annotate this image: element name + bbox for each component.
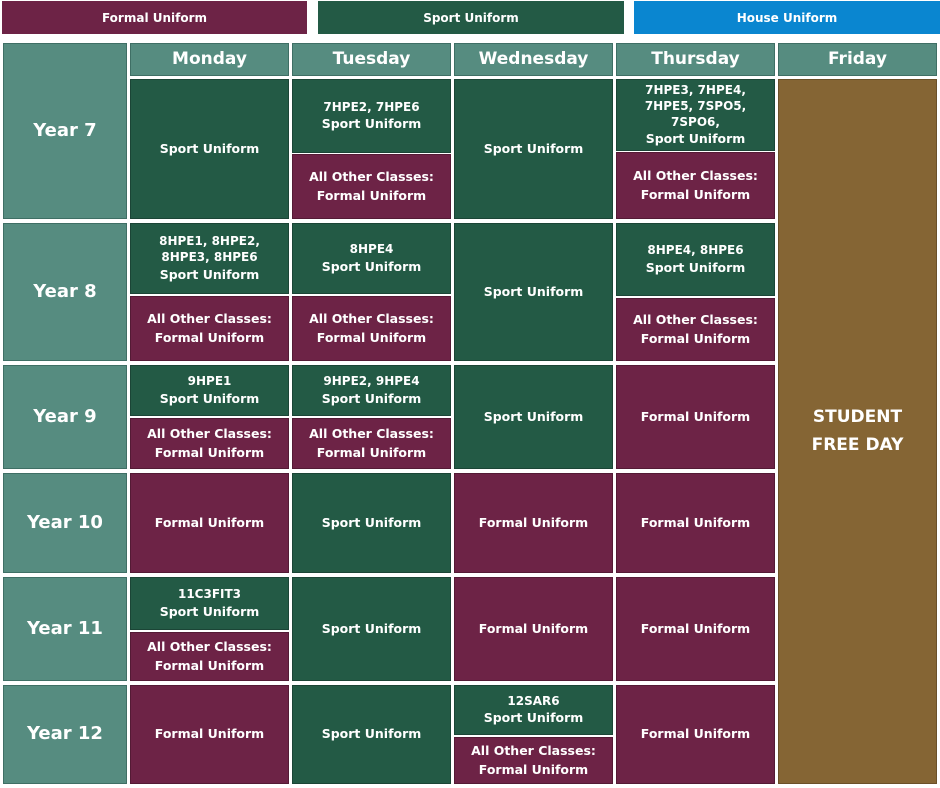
y8-wednesday: Sport Uniform <box>454 223 613 361</box>
legend-house: House Uniform <box>634 1 940 34</box>
year-12-label: Year 12 <box>3 685 127 784</box>
y11-wednesday: Formal Uniform <box>454 577 613 681</box>
y12-monday: Formal Uniform <box>130 685 289 784</box>
y9-tuesday-sport-classes: 9HPE2, 9HPE4 Sport Uniform <box>292 365 451 416</box>
legend-sport: Sport Uniform <box>318 1 624 34</box>
y7-thursday-sport-classes: 7HPE3, 7HPE4, 7HPE5, 7SPO5, 7SPO6, Sport … <box>616 79 775 151</box>
y8-thursday-sport-classes: 8HPE4, 8HPE6 Sport Uniform <box>616 223 775 296</box>
legend-sport-label: Sport Uniform <box>423 10 519 25</box>
y12-thursday: Formal Uniform <box>616 685 775 784</box>
header-thursday: Thursday <box>616 43 775 76</box>
y7-monday: Sport Uniform <box>130 79 289 219</box>
year-8-label: Year 8 <box>3 223 127 361</box>
y9-tuesday-other-classes: All Other Classes: Formal Uniform <box>292 418 451 469</box>
y8-tuesday-other-classes: All Other Classes: Formal Uniform <box>292 296 451 361</box>
year-9-label: Year 9 <box>3 365 127 469</box>
friday-student-free-day: STUDENT FREE DAY <box>778 79 937 784</box>
y11-monday-other-classes: All Other Classes: Formal Uniform <box>130 632 289 681</box>
year-7-label: Year 7 <box>3 43 127 219</box>
y9-wednesday: Sport Uniform <box>454 365 613 469</box>
year-11-label: Year 11 <box>3 577 127 681</box>
y9-monday-sport-classes: 9HPE1 Sport Uniform <box>130 365 289 416</box>
legend-house-label: House Uniform <box>736 10 838 25</box>
y8-monday-other-classes: All Other Classes: Formal Uniform <box>130 296 289 361</box>
y11-tuesday: Sport Uniform <box>292 577 451 681</box>
legend-formal: Formal Uniform <box>2 1 307 34</box>
y12-tuesday: Sport Uniform <box>292 685 451 784</box>
y7-wednesday: Sport Uniform <box>454 79 613 219</box>
legend-formal-label: Formal Uniform <box>101 10 208 25</box>
header-wednesday: Wednesday <box>454 43 613 76</box>
y10-tuesday: Sport Uniform <box>292 473 451 573</box>
y12-wednesday-sport-classes: 12SAR6 Sport Uniform <box>454 685 613 735</box>
y8-monday-sport-classes: 8HPE1, 8HPE2, 8HPE3, 8HPE6 Sport Uniform <box>130 223 289 294</box>
header-tuesday: Tuesday <box>292 43 451 76</box>
y11-monday-sport-classes: 11C3FIT3 Sport Uniform <box>130 577 289 630</box>
header-friday: Friday <box>778 43 937 76</box>
y11-thursday: Formal Uniform <box>616 577 775 681</box>
y9-thursday: Formal Uniform <box>616 365 775 469</box>
y7-thursday-other-classes: All Other Classes: Formal Uniform <box>616 152 775 219</box>
year-10-label: Year 10 <box>3 473 127 573</box>
y12-wednesday-other-classes: All Other Classes: Formal Uniform <box>454 737 613 784</box>
y10-wednesday: Formal Uniform <box>454 473 613 573</box>
y7-tuesday-other-classes: All Other Classes: Formal Uniform <box>292 154 451 219</box>
y8-tuesday-sport-classes: 8HPE4 Sport Uniform <box>292 223 451 294</box>
y10-thursday: Formal Uniform <box>616 473 775 573</box>
y7-tuesday-sport-classes: 7HPE2, 7HPE6 Sport Uniform <box>292 79 451 153</box>
y10-monday: Formal Uniform <box>130 473 289 573</box>
y9-monday-other-classes: All Other Classes: Formal Uniform <box>130 418 289 469</box>
header-monday: Monday <box>130 43 289 76</box>
y8-thursday-other-classes: All Other Classes: Formal Uniform <box>616 298 775 361</box>
